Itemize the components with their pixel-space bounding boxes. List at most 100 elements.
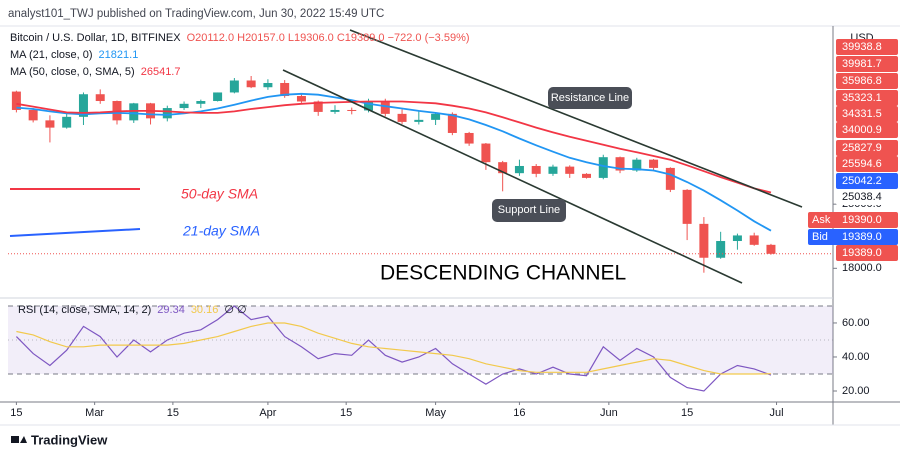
legend-text: Bitcoin / U.S. Dollar, 1D, BITFINEX	[10, 32, 181, 44]
candle-body	[397, 113, 407, 122]
candle-body	[716, 241, 726, 258]
candle-body	[431, 113, 441, 120]
legend-text: O20112.0 H20157.0 L19306.0 C19389.0 −722…	[187, 32, 470, 44]
candle-body	[548, 166, 558, 174]
candle-body	[162, 108, 172, 119]
rsi-legend-text: 29.34	[157, 304, 185, 316]
resistance-label: Resistance Line	[551, 92, 629, 104]
candle-body	[481, 143, 491, 163]
price-tag	[836, 156, 898, 172]
legend-text: MA (50, close, 0, SMA, 5)	[10, 66, 135, 78]
legend-text: MA (21, close, 0)	[10, 49, 93, 61]
price-tag-label: 25042.2	[842, 175, 882, 187]
support-label: Support Line	[498, 204, 560, 216]
candle-body	[615, 157, 625, 171]
publish-header: analyst101_TWJ published on TradingView.…	[8, 8, 384, 20]
x-tick-label: 15	[340, 407, 352, 419]
price-tag-label: 25594.6	[842, 158, 882, 170]
price-tag-label: 25038.4	[842, 191, 882, 203]
price-tag	[836, 173, 898, 189]
price-tag	[836, 90, 898, 106]
price-tag-label: 19389.0	[842, 231, 882, 243]
candle-body	[313, 101, 323, 112]
candle-body	[129, 103, 139, 121]
price-tag-label: 19389.0	[842, 247, 882, 259]
x-tick-label: Jun	[600, 407, 618, 419]
candle-body	[498, 162, 508, 174]
rsi-line	[15, 305, 772, 392]
candle-body	[531, 165, 541, 174]
price-tag	[836, 122, 898, 138]
candle-body	[246, 80, 256, 88]
x-tick-label: Apr	[259, 407, 276, 419]
rsi-legend-text: ∅ ∅	[224, 304, 246, 316]
candle-body	[330, 109, 340, 112]
candle-body	[598, 157, 608, 178]
x-tick-label: 16	[513, 407, 525, 419]
moving-average-line	[16, 100, 772, 194]
candle-body	[28, 109, 38, 121]
candle-body	[95, 94, 105, 102]
candle-body	[665, 167, 675, 190]
logo-mark	[20, 436, 27, 443]
price-tag-label: 34331.5	[842, 108, 882, 120]
candle-body	[263, 82, 273, 88]
price-tag-label: 39938.8	[842, 41, 882, 53]
price-tag	[808, 212, 898, 228]
resistance-trendline	[349, 29, 803, 208]
support-trendline	[282, 69, 743, 284]
candle-body	[649, 159, 659, 168]
candle-body	[682, 189, 692, 224]
candle-body	[582, 173, 592, 178]
plot-area	[8, 75, 833, 392]
price-tag	[808, 229, 898, 245]
candle-body	[364, 101, 374, 111]
candle-body	[62, 116, 72, 128]
candle-body	[229, 80, 239, 93]
candle-body	[464, 132, 474, 144]
candle-body	[11, 91, 21, 110]
candle-body	[699, 223, 709, 258]
resistance-bubble	[548, 87, 632, 109]
moving-average-line	[16, 92, 772, 232]
footer-brand: TradingView	[31, 432, 108, 447]
rsi-background	[8, 305, 833, 375]
candle-body	[380, 101, 390, 114]
price-tag-prefix: Ask	[812, 214, 831, 226]
price-tag-label: 39981.7	[842, 58, 882, 70]
x-tick-label: Jul	[770, 407, 784, 419]
legend-text: 21821.1	[99, 49, 139, 61]
x-tick-label: 15	[681, 407, 693, 419]
candle-body	[78, 94, 88, 117]
sma21-key-line	[9, 228, 141, 237]
price-tag-label: 35986.8	[842, 75, 882, 87]
candle-body	[213, 92, 223, 102]
candle-body	[766, 244, 776, 254]
logo-mark	[11, 436, 19, 443]
sma50-note: 50-day SMA	[181, 186, 258, 202]
rsi-tick-label: 20.00	[842, 385, 870, 397]
footer-logo: TradingView	[11, 432, 108, 447]
candle-body	[179, 103, 189, 109]
x-tick-label: 15	[10, 407, 22, 419]
price-tag	[836, 73, 898, 89]
x-tick-label: 15	[167, 407, 179, 419]
channel-label: DESCENDING CHANNEL	[380, 262, 626, 285]
candle-body	[565, 166, 575, 174]
price-tag-label: 19390.0	[842, 214, 882, 226]
price-tag	[836, 140, 898, 156]
candle-body	[45, 120, 55, 128]
price-tag-label: 25827.9	[842, 142, 882, 154]
candle-body	[749, 235, 759, 245]
rsi-legend-text: 30.16	[191, 304, 219, 316]
y-tick-label: 18000.0	[842, 262, 882, 274]
candle-body	[280, 82, 290, 97]
candle-body	[296, 96, 306, 102]
candle-body	[632, 159, 642, 171]
rsi-line	[16, 322, 772, 375]
price-tag	[836, 56, 898, 72]
legend-text: 26541.7	[141, 66, 181, 78]
candle-body	[732, 235, 742, 242]
candle-body	[514, 165, 524, 174]
